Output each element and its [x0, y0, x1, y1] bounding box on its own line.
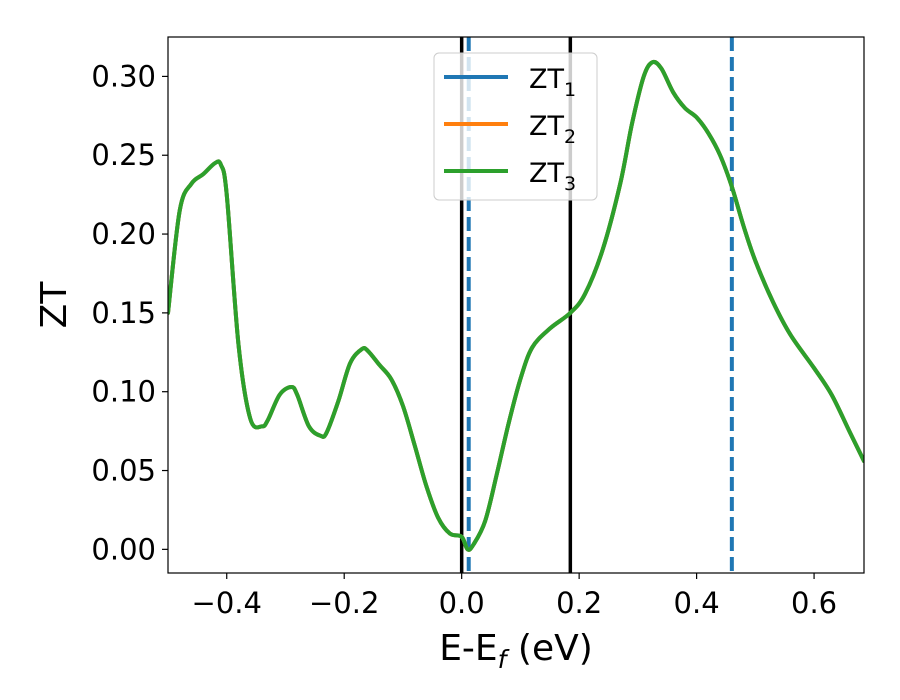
- y-axis-label: ZT: [34, 281, 75, 329]
- legend-label-zt2: ZT2: [529, 111, 576, 148]
- legend-label-zt3: ZT3: [529, 158, 576, 195]
- y-tick-label: 0.30: [91, 59, 156, 93]
- y-tick-label: 0.10: [91, 375, 156, 409]
- x-tick-label: −0.4: [192, 586, 262, 620]
- y-tick-label: 0.20: [91, 217, 156, 251]
- y-axis-ticks: 0.00 0.05 0.10 0.15 0.20 0.25 0.30: [91, 59, 168, 566]
- series-line-zt3: [168, 59, 864, 552]
- x-tick-label: −0.2: [309, 586, 379, 620]
- x-axis-ticks: −0.4 −0.2 0.0 0.2 0.4 0.6: [192, 573, 837, 620]
- x-axis-label: E-Ef (eV): [439, 628, 593, 674]
- plot-frame: [167, 36, 865, 574]
- legend: ZT1 ZT2 ZT3: [433, 52, 598, 201]
- series-lines: [168, 59, 864, 552]
- y-tick-label: 0.00: [91, 532, 156, 566]
- y-tick-label: 0.15: [91, 296, 156, 330]
- x-axis-label-main: E-E: [439, 628, 497, 669]
- legend-box: [433, 52, 598, 201]
- x-tick-label: 0.0: [439, 586, 485, 620]
- x-tick-label: 0.2: [556, 586, 602, 620]
- x-tick-label: 0.4: [674, 586, 720, 620]
- legend-label-zt1: ZT1: [529, 64, 576, 101]
- y-tick-label: 0.05: [91, 454, 156, 488]
- x-tick-label: 0.6: [791, 586, 837, 620]
- y-tick-label: 0.25: [91, 138, 156, 172]
- x-axis-label-tail: (eV): [506, 628, 592, 669]
